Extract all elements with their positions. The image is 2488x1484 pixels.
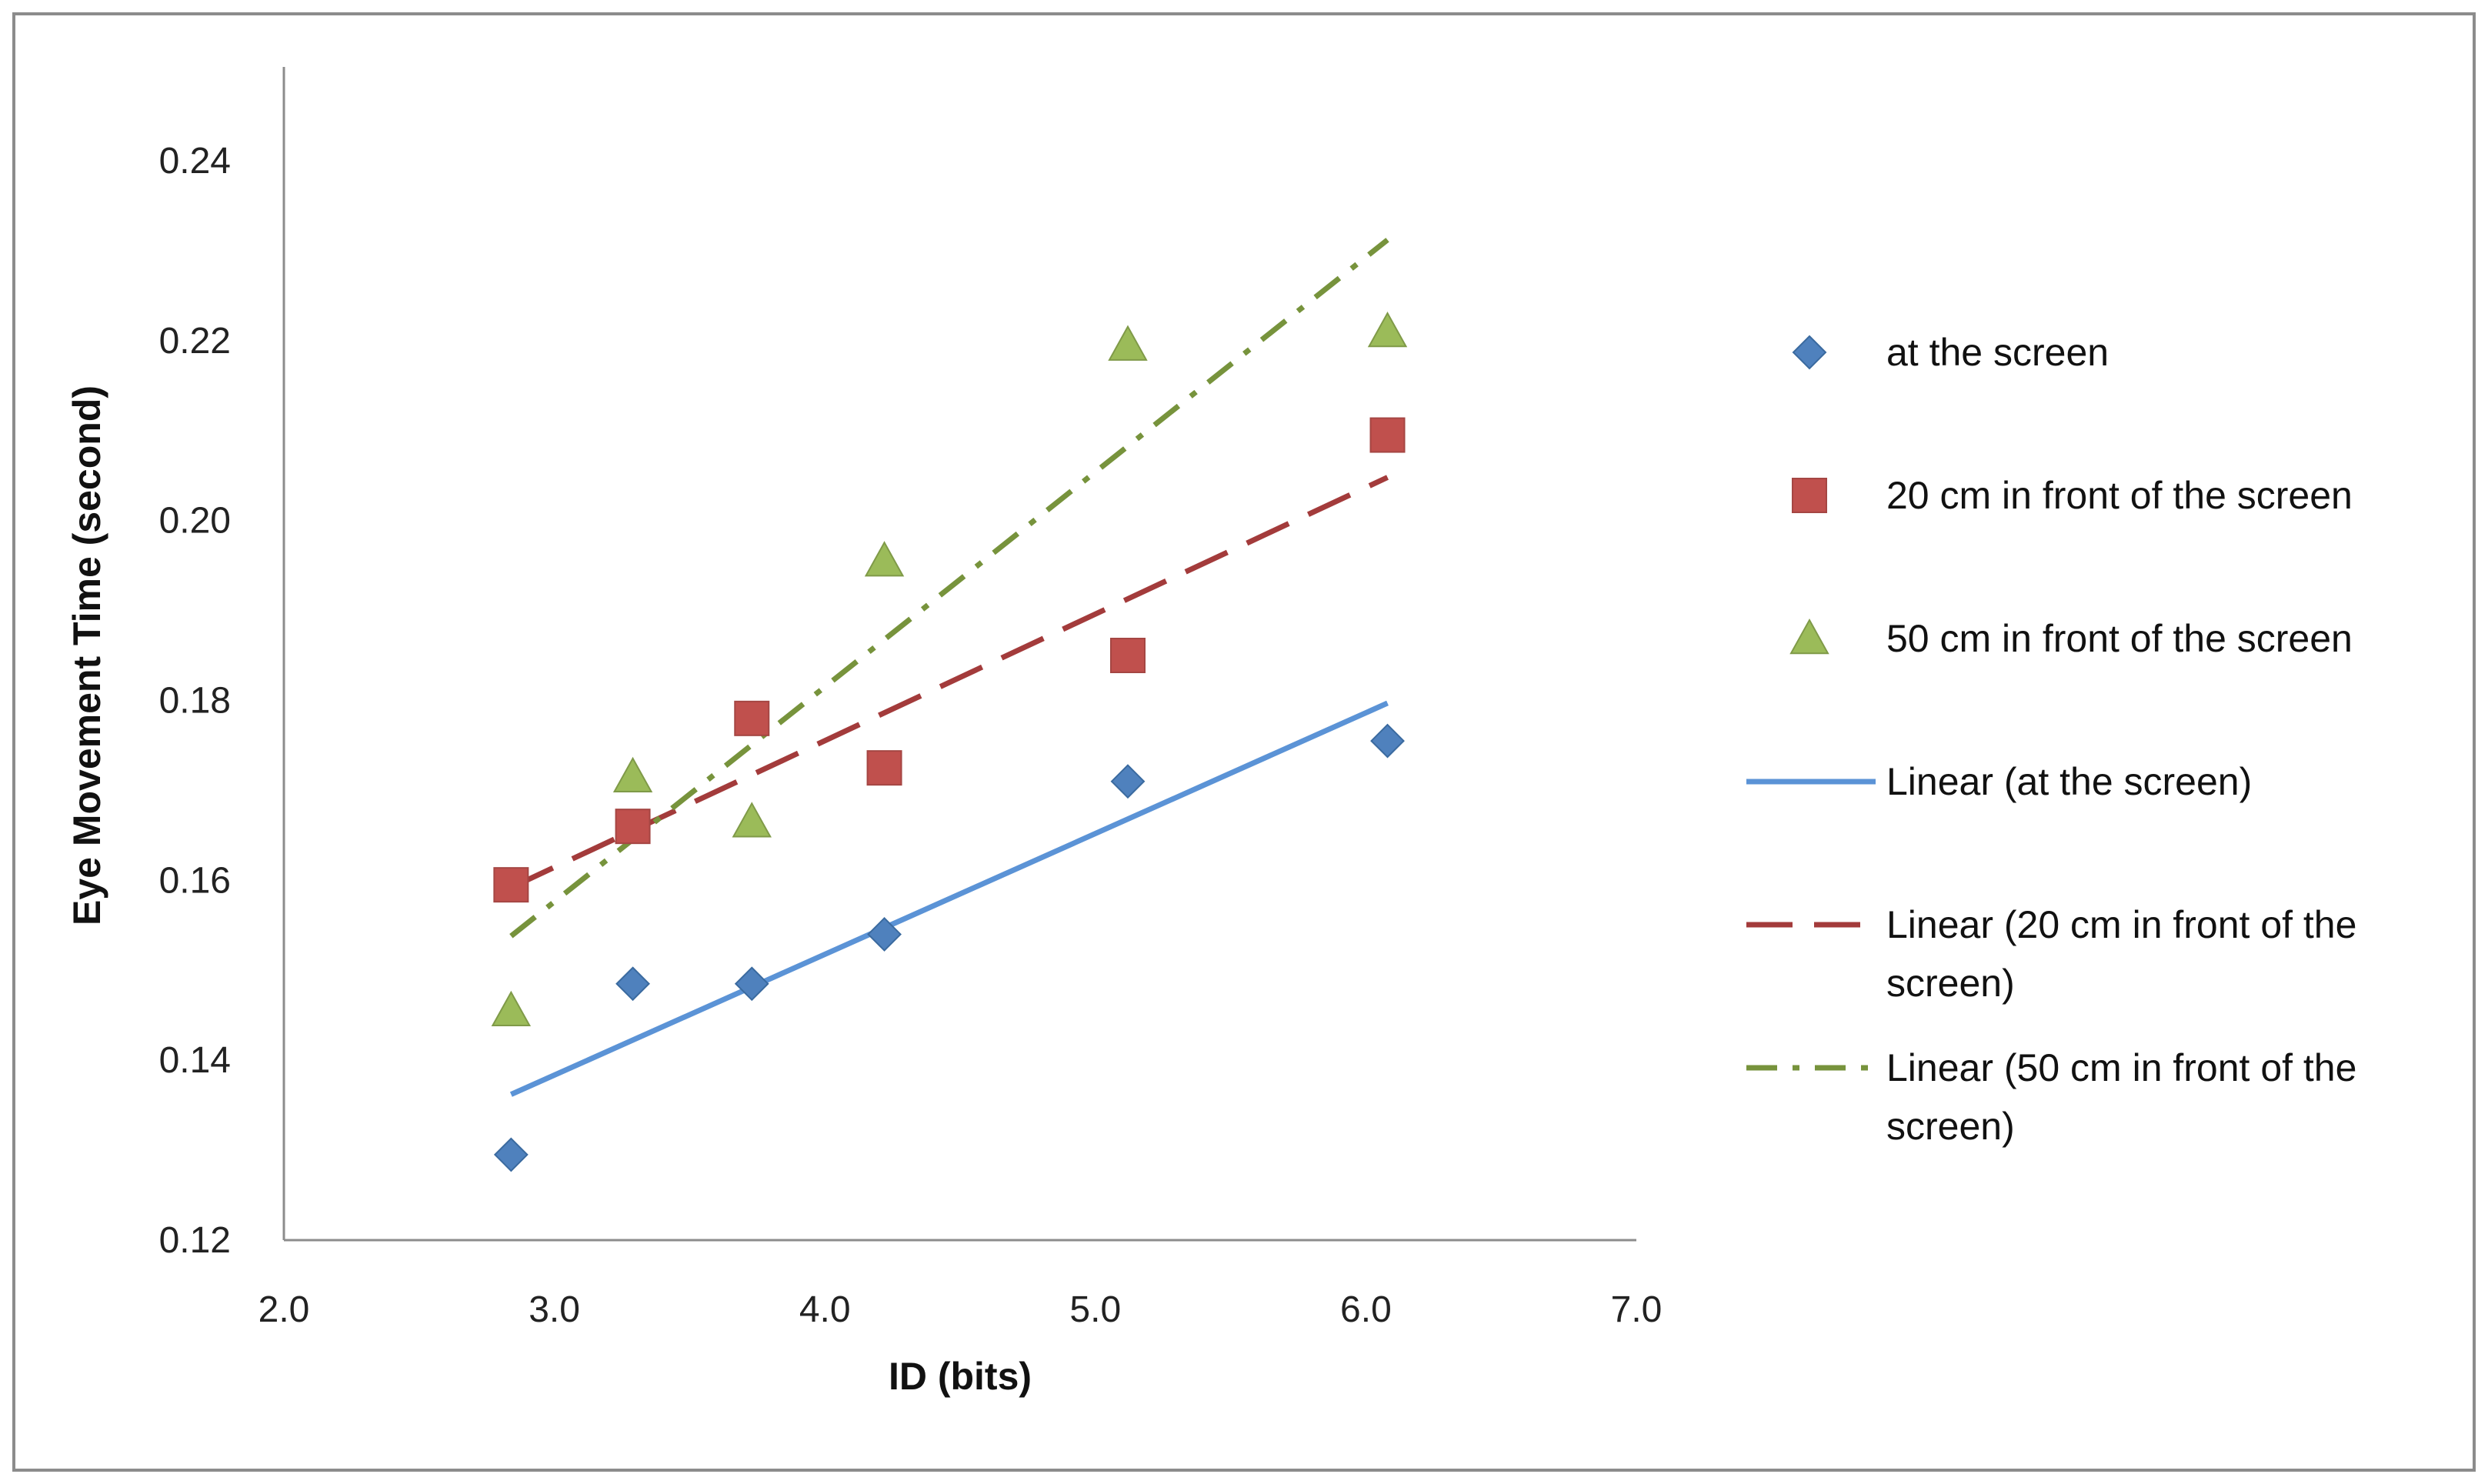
y-tick-label: 0.18 <box>159 680 231 721</box>
x-tick-label: 5.0 <box>1069 1289 1121 1330</box>
data-point-series-1 <box>866 750 902 786</box>
y-tick-label: 0.20 <box>159 501 231 542</box>
legend-label: Linear (20 cm in front of the <box>1886 903 2356 946</box>
x-tick-label: 7.0 <box>1611 1289 1663 1330</box>
data-point-series-1 <box>615 809 651 845</box>
y-tick-label: 0.14 <box>159 1040 231 1081</box>
chart-border <box>12 12 2476 1472</box>
legend: at the screen 20 cm in front of the scree… <box>1746 331 2356 1148</box>
data-point-series-2 <box>732 802 772 838</box>
data-point-series-1 <box>493 867 529 903</box>
data-point-series-0 <box>493 1137 529 1172</box>
legend-label: Linear (50 cm in front of the <box>1886 1046 2356 1089</box>
data-point-series-0 <box>867 917 902 952</box>
x-tick-label: 3.0 <box>529 1289 580 1330</box>
x-axis-title: ID (bits) <box>889 1355 1032 1398</box>
legend-marker-series-0 <box>1792 335 1827 370</box>
x-tick-label: 2.0 <box>258 1289 310 1330</box>
trendlines <box>509 238 1389 1097</box>
y-axis-title: Eye Movement Time (second) <box>65 385 108 925</box>
legend-label: 20 cm in front of the screen <box>1886 474 2353 517</box>
data-point-series-0 <box>734 966 769 1002</box>
data-point-series-1 <box>734 700 770 736</box>
data-point-series-2 <box>612 756 653 793</box>
data-point-series-0 <box>1370 723 1405 759</box>
y-tick-label: 0.24 <box>159 141 231 182</box>
legend-label: at the screen <box>1886 331 2109 374</box>
trendline-series-0 <box>509 700 1389 1097</box>
legend-marker-series-1 <box>1792 478 1827 513</box>
data-point-series-2 <box>1108 325 1148 361</box>
x-tick-label: 6.0 <box>1340 1289 1392 1330</box>
data-point-series-0 <box>1110 764 1146 799</box>
x-tick-label: 4.0 <box>799 1289 851 1330</box>
y-tick-label: 0.22 <box>159 321 231 362</box>
legend-label: screen) <box>1886 962 2015 1005</box>
y-tick-label: 0.16 <box>159 860 231 901</box>
data-point-series-2 <box>864 541 905 577</box>
legend-label: screen) <box>1886 1105 2015 1148</box>
data-point-series-0 <box>615 966 650 1002</box>
data-point-series-2 <box>1367 312 1408 348</box>
data-point-series-1 <box>1109 638 1146 673</box>
legend-label: 50 cm in front of the screen <box>1886 617 2353 660</box>
trendline-series-2 <box>509 238 1389 939</box>
data-points <box>491 312 1408 1172</box>
legend-label: Linear (at the screen) <box>1886 760 2252 803</box>
legend-marker-series-2 <box>1789 618 1829 655</box>
data-point-series-2 <box>491 990 532 1027</box>
y-tick-label: 0.12 <box>159 1220 231 1261</box>
axes: 0.12 0.14 0.16 0.18 0.20 0.22 0.24 2.0 3.0 4.0 5.0… <box>65 67 1662 1398</box>
data-point-series-1 <box>1369 417 1406 453</box>
